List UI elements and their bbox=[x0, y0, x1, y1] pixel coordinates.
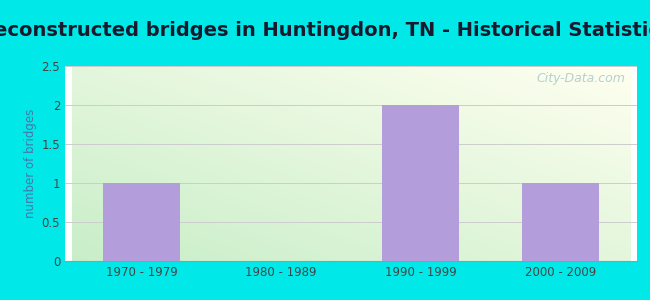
Bar bbox=[522, 183, 599, 261]
Bar bbox=[103, 183, 180, 261]
Text: Reconstructed bridges in Huntingdon, TN - Historical Statistics: Reconstructed bridges in Huntingdon, TN … bbox=[0, 21, 650, 40]
Y-axis label: number of bridges: number of bridges bbox=[24, 109, 37, 218]
Bar bbox=[382, 105, 459, 261]
Text: City-Data.com: City-Data.com bbox=[537, 72, 625, 85]
